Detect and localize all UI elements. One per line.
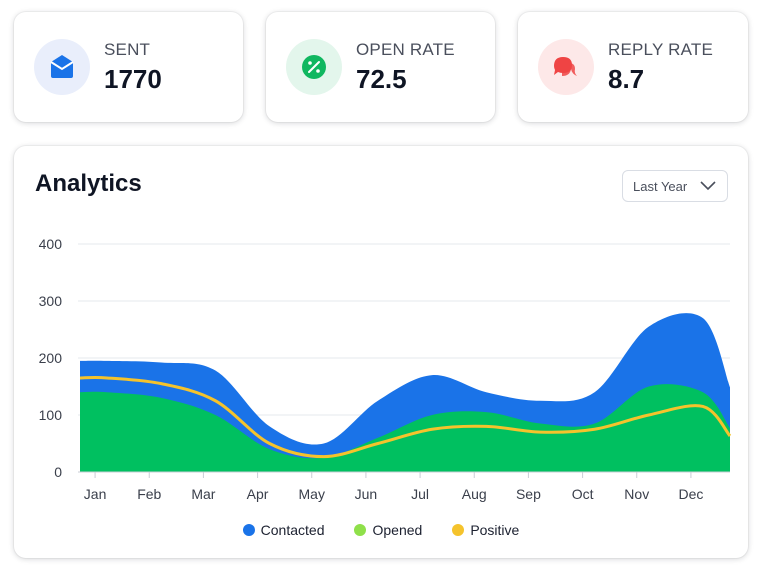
stat-label: OPEN RATE: [356, 39, 455, 59]
analytics-title: Analytics: [35, 170, 142, 197]
envelope-icon: [34, 39, 90, 95]
x-tick-label: Mar: [191, 486, 215, 502]
x-tick-label: Jun: [355, 486, 378, 502]
x-tick-label: Jan: [84, 486, 107, 502]
stat-label: REPLY RATE: [608, 39, 713, 59]
analytics-chart: 0 100 200 300 400 Jan Feb Mar Apr May Jun Jul Aug Sep…: [39, 236, 732, 502]
y-tick-label: 400: [39, 236, 63, 252]
y-tick-label: 200: [39, 350, 63, 366]
legend-item-positive[interactable]: Positive: [452, 522, 519, 538]
percent-icon: [286, 39, 342, 95]
legend-label: Opened: [372, 522, 423, 538]
chart-legend: Contacted Opened Positive: [14, 522, 748, 538]
legend-item-opened[interactable]: Opened: [354, 522, 422, 538]
legend-label: Contacted: [260, 522, 325, 538]
stat-value: 8.7: [608, 63, 645, 94]
x-tick-label: Dec: [678, 486, 703, 502]
stat-label: SENT: [104, 39, 151, 59]
period-select-value: Last Year: [633, 178, 688, 194]
series-area-opened: [80, 384, 730, 472]
y-tick-label: 0: [54, 464, 62, 480]
chevron-down-icon: [699, 180, 717, 195]
stat-card-sent: SENT 1770: [14, 12, 243, 122]
legend-dot: [452, 524, 465, 536]
x-tick-label: Apr: [247, 486, 269, 502]
stat-card-open-rate: OPEN RATE 72.5: [266, 12, 495, 122]
stat-card-reply-rate: REPLY RATE 8.7: [518, 12, 748, 122]
legend-item-contacted[interactable]: Contacted: [242, 522, 325, 538]
x-tick-label: Aug: [462, 486, 487, 502]
y-tick-label: 300: [39, 293, 63, 309]
stat-value: 72.5: [356, 63, 407, 94]
x-tick-label: Oct: [572, 486, 594, 502]
x-tick-label: Feb: [137, 486, 161, 502]
x-tick-label: Nov: [624, 486, 649, 502]
period-select[interactable]: Last Year: [622, 170, 728, 202]
y-tick-label: 100: [39, 407, 63, 423]
stat-value: 1770: [104, 63, 162, 94]
legend-dot: [354, 524, 367, 536]
legend-label: Positive: [470, 522, 520, 538]
x-tick-label: Jul: [411, 486, 429, 502]
x-tick-label: Sep: [516, 486, 541, 502]
legend-dot: [242, 524, 255, 536]
x-tick-label: May: [299, 486, 325, 502]
analytics-card: 0 100 200 300 400 Jan Feb Mar Apr May Jun Jul Aug Sep…: [14, 146, 748, 558]
chat-bubbles-icon: [538, 39, 594, 95]
series-line-positive: [79, 376, 732, 459]
